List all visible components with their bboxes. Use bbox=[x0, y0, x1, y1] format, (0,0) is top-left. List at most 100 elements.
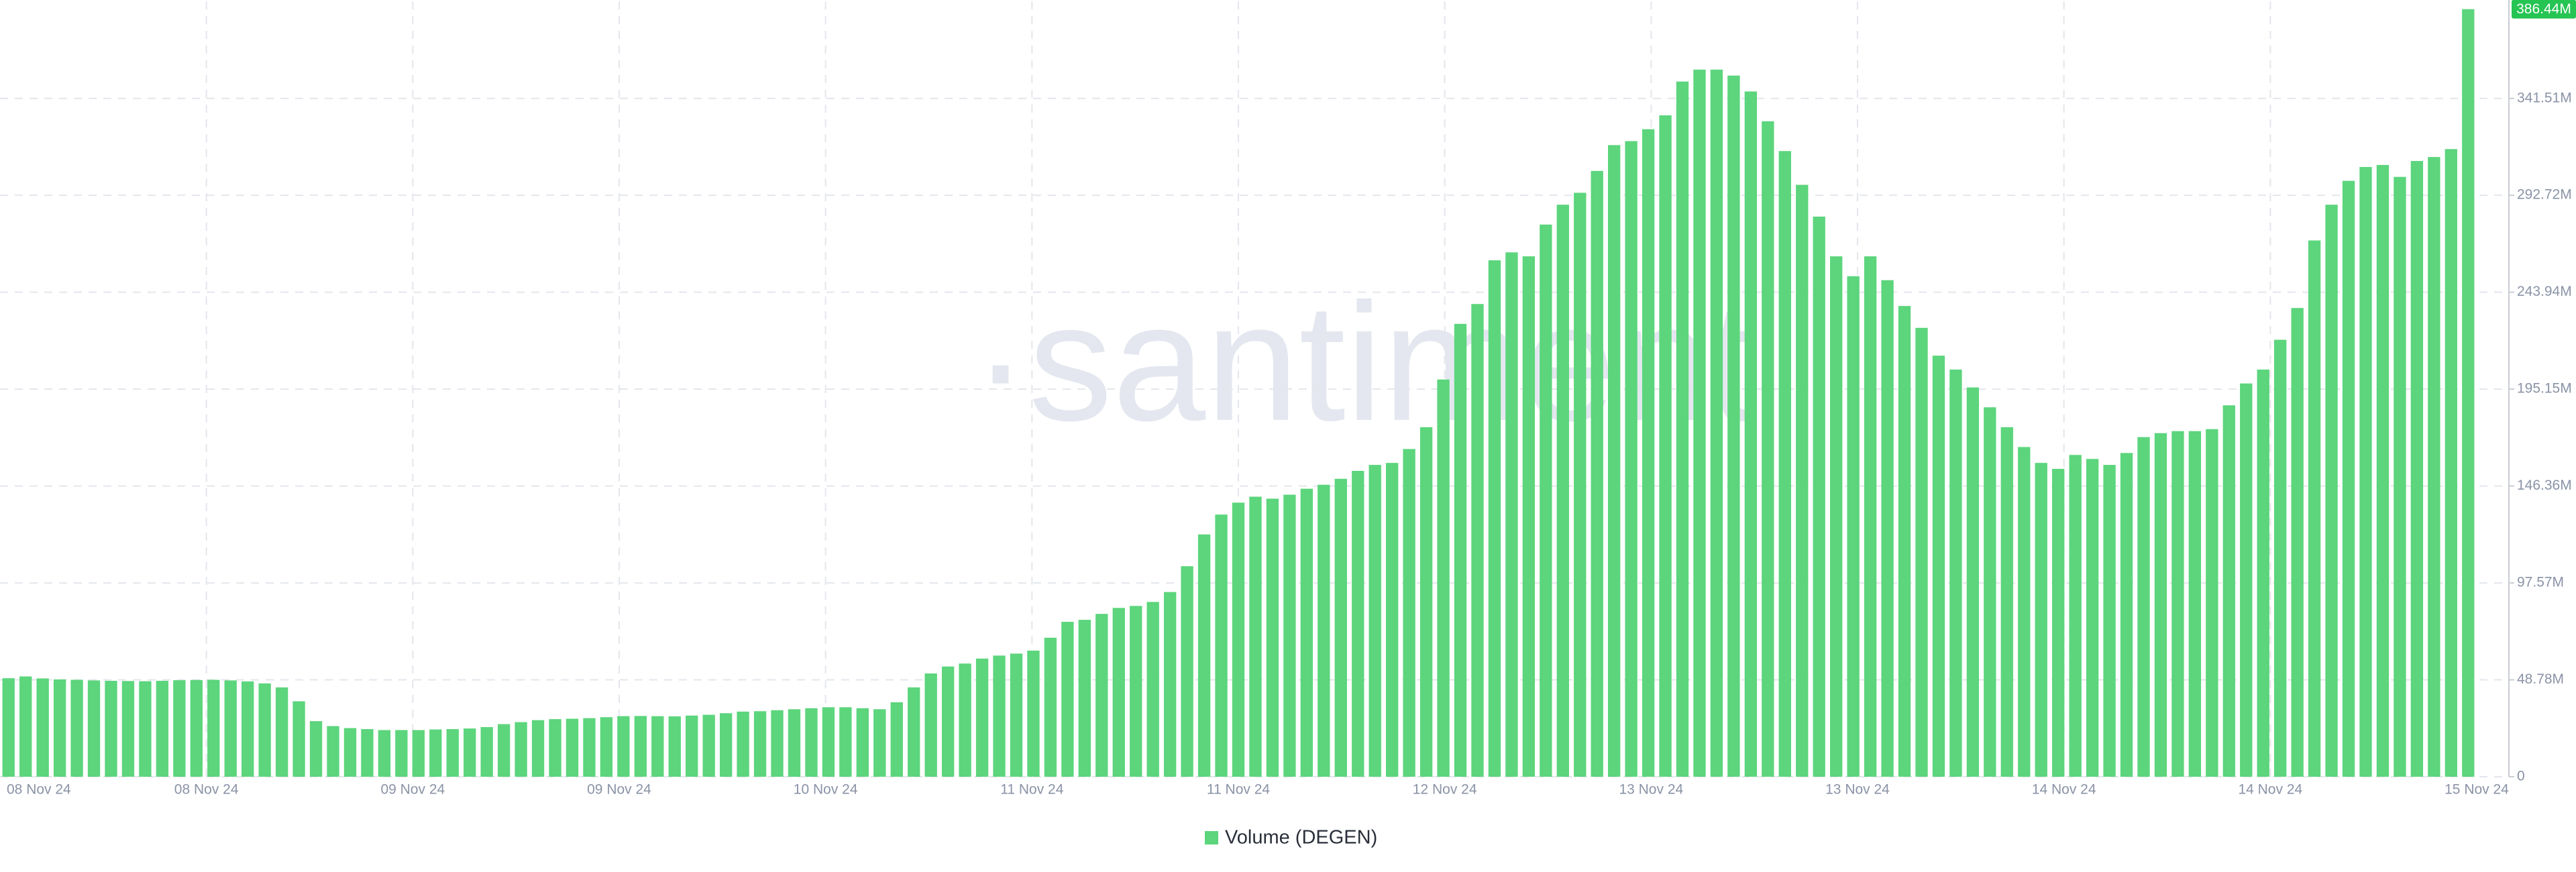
bar bbox=[1607, 145, 1621, 777]
bar bbox=[1864, 256, 1877, 777]
bar bbox=[1505, 252, 1518, 777]
bar bbox=[1744, 91, 1758, 777]
bar bbox=[1027, 650, 1040, 777]
bar bbox=[566, 718, 579, 777]
y-tick-label: 341.51M bbox=[2517, 90, 2572, 105]
bar bbox=[2103, 465, 2116, 777]
bar bbox=[2240, 383, 2253, 777]
bar bbox=[873, 709, 886, 777]
bar bbox=[1847, 276, 1860, 777]
bar bbox=[1385, 463, 1399, 777]
x-tick-label: 14 Nov 24 bbox=[2032, 782, 2096, 798]
bar bbox=[1540, 224, 1552, 777]
y-tick-label: 195.15M bbox=[2517, 381, 2572, 396]
bar bbox=[941, 666, 955, 777]
bar bbox=[36, 678, 49, 777]
bar bbox=[464, 728, 476, 777]
bar bbox=[890, 702, 903, 777]
y-tick-label: 0 bbox=[2517, 769, 2525, 784]
bar bbox=[309, 721, 323, 777]
bar bbox=[2410, 161, 2424, 777]
bar bbox=[1368, 465, 1381, 777]
bar bbox=[1095, 614, 1108, 777]
bar bbox=[753, 711, 767, 777]
bar bbox=[207, 679, 220, 777]
bar bbox=[1778, 151, 1791, 777]
bar bbox=[1112, 608, 1125, 777]
bar bbox=[686, 715, 698, 777]
bar bbox=[480, 726, 493, 777]
bar bbox=[1949, 369, 1962, 777]
x-tick-label: 08 Nov 24 bbox=[7, 782, 71, 798]
bar bbox=[1984, 407, 1996, 777]
bar bbox=[395, 730, 408, 777]
bar bbox=[1915, 327, 1928, 777]
bar bbox=[1197, 534, 1211, 777]
bar bbox=[105, 680, 117, 777]
bar bbox=[1232, 502, 1245, 777]
bar bbox=[1454, 323, 1467, 777]
bar bbox=[771, 710, 784, 777]
bar bbox=[822, 707, 835, 777]
bar bbox=[1813, 216, 1825, 777]
legend: Volume (DEGEN) bbox=[1205, 827, 1377, 849]
bar bbox=[2394, 176, 2406, 777]
bar bbox=[1966, 387, 1980, 777]
bar bbox=[2342, 180, 2355, 777]
bar bbox=[702, 714, 715, 777]
bar bbox=[190, 679, 203, 777]
bar bbox=[1642, 129, 1655, 777]
bar bbox=[1010, 653, 1023, 777]
y-tick-label: 48.78M bbox=[2517, 671, 2564, 687]
bar bbox=[1762, 121, 1774, 777]
bar bbox=[924, 673, 937, 777]
bar bbox=[1830, 256, 1843, 777]
bar bbox=[497, 724, 511, 777]
bar bbox=[600, 717, 613, 777]
bar bbox=[1283, 494, 1296, 777]
bar bbox=[19, 676, 32, 777]
bar bbox=[2428, 157, 2440, 777]
bar bbox=[446, 728, 459, 777]
bar bbox=[549, 719, 561, 777]
bar bbox=[156, 680, 169, 777]
bar bbox=[908, 687, 920, 777]
x-tick-label: 10 Nov 24 bbox=[794, 782, 858, 798]
x-tick-label: 09 Nov 24 bbox=[587, 782, 651, 798]
bar bbox=[617, 716, 630, 777]
last-value-label: 386.44M bbox=[2516, 1, 2571, 17]
bar bbox=[2171, 431, 2184, 777]
bar bbox=[805, 708, 818, 777]
bar bbox=[1044, 637, 1057, 777]
bar bbox=[2086, 459, 2099, 777]
bar bbox=[1898, 306, 1911, 777]
bar bbox=[121, 681, 135, 777]
x-tick-label: 12 Nov 24 bbox=[1413, 782, 1477, 798]
bar bbox=[2137, 437, 2150, 777]
bar bbox=[993, 655, 1006, 777]
bar bbox=[2000, 427, 2013, 777]
bar bbox=[668, 716, 681, 777]
bar bbox=[1266, 498, 1279, 777]
bar bbox=[651, 716, 664, 777]
bar bbox=[1796, 184, 1809, 777]
bar bbox=[634, 716, 647, 777]
x-tick-label: 13 Nov 24 bbox=[1619, 782, 1683, 798]
bar bbox=[1710, 69, 1723, 777]
y-tick-label: 97.57M bbox=[2517, 575, 2564, 590]
bar bbox=[515, 722, 527, 777]
bar bbox=[327, 726, 339, 777]
bar bbox=[275, 687, 288, 777]
bar bbox=[1419, 427, 1433, 777]
bar bbox=[2069, 455, 2082, 777]
bar bbox=[2376, 164, 2390, 777]
bar bbox=[1522, 256, 1536, 777]
bar bbox=[292, 701, 305, 777]
bar bbox=[1403, 449, 1415, 777]
bar bbox=[583, 718, 596, 777]
bar bbox=[258, 683, 271, 777]
bar bbox=[959, 663, 971, 777]
bar bbox=[2257, 369, 2269, 777]
bar bbox=[1146, 602, 1159, 777]
